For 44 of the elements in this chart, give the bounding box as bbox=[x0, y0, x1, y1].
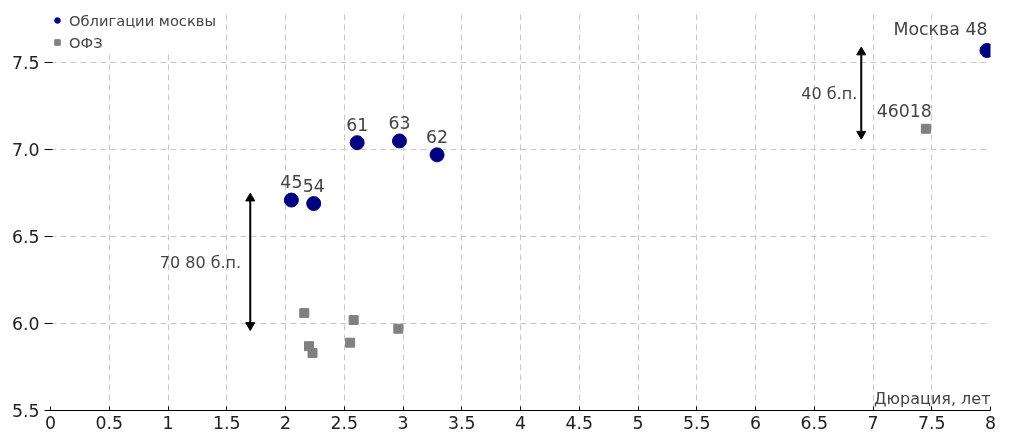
annotation: 61 bbox=[346, 114, 369, 135]
x-tick-label: 6 bbox=[749, 412, 762, 433]
point bbox=[283, 192, 299, 208]
x-tick-label: 4.5 bbox=[565, 412, 594, 433]
point bbox=[306, 196, 322, 212]
legend-label: ОФЗ bbox=[69, 33, 103, 51]
x-axis-title: Дюрация, лет bbox=[874, 388, 991, 408]
point bbox=[920, 123, 931, 134]
legend-label: Облигации москвы bbox=[69, 11, 216, 29]
x-tick-label: 2.5 bbox=[330, 412, 359, 433]
x-tick-label: 5 bbox=[632, 412, 644, 433]
annotation: Москва 48 bbox=[893, 18, 988, 39]
x-tick-label: 3 bbox=[397, 412, 409, 433]
annotation: 54 bbox=[302, 175, 325, 196]
annotation: 45 bbox=[280, 172, 303, 193]
x-tick-label: 0 bbox=[44, 412, 57, 433]
x-tick-label: 4 bbox=[514, 412, 527, 433]
x-tick-label: 8 bbox=[984, 412, 997, 433]
point bbox=[393, 323, 404, 334]
x-tick-label: 1 bbox=[162, 412, 174, 433]
annotation: 62 bbox=[426, 126, 449, 147]
x-tick-label: 7 bbox=[867, 412, 879, 433]
point bbox=[429, 147, 445, 163]
point bbox=[391, 133, 407, 149]
annotation: 46018 bbox=[876, 100, 932, 121]
x-tick-label: 7.5 bbox=[917, 412, 946, 433]
annotation: 63 bbox=[388, 112, 411, 133]
x-tick-label: 5.5 bbox=[682, 412, 711, 433]
point bbox=[348, 315, 359, 326]
y-tick-label: 6.0 bbox=[11, 314, 40, 335]
x-tick-label: 1.5 bbox=[212, 412, 241, 433]
point bbox=[299, 308, 310, 319]
y-tick-label: 6.5 bbox=[11, 227, 40, 248]
point bbox=[345, 337, 356, 348]
y-tick-label: 7.0 bbox=[11, 140, 40, 161]
point bbox=[307, 348, 318, 359]
x-tick-label: 2 bbox=[279, 412, 292, 433]
x-tick-label: 6.5 bbox=[800, 412, 829, 433]
y-tick-label: 7.5 bbox=[11, 53, 40, 74]
x-tick-label: 3.5 bbox=[447, 412, 476, 433]
annotation: 40 б.п. bbox=[801, 84, 858, 104]
annotation: 70 80 б.п. bbox=[159, 253, 242, 273]
point bbox=[349, 135, 365, 151]
x-tick-label: 0.5 bbox=[95, 412, 124, 433]
